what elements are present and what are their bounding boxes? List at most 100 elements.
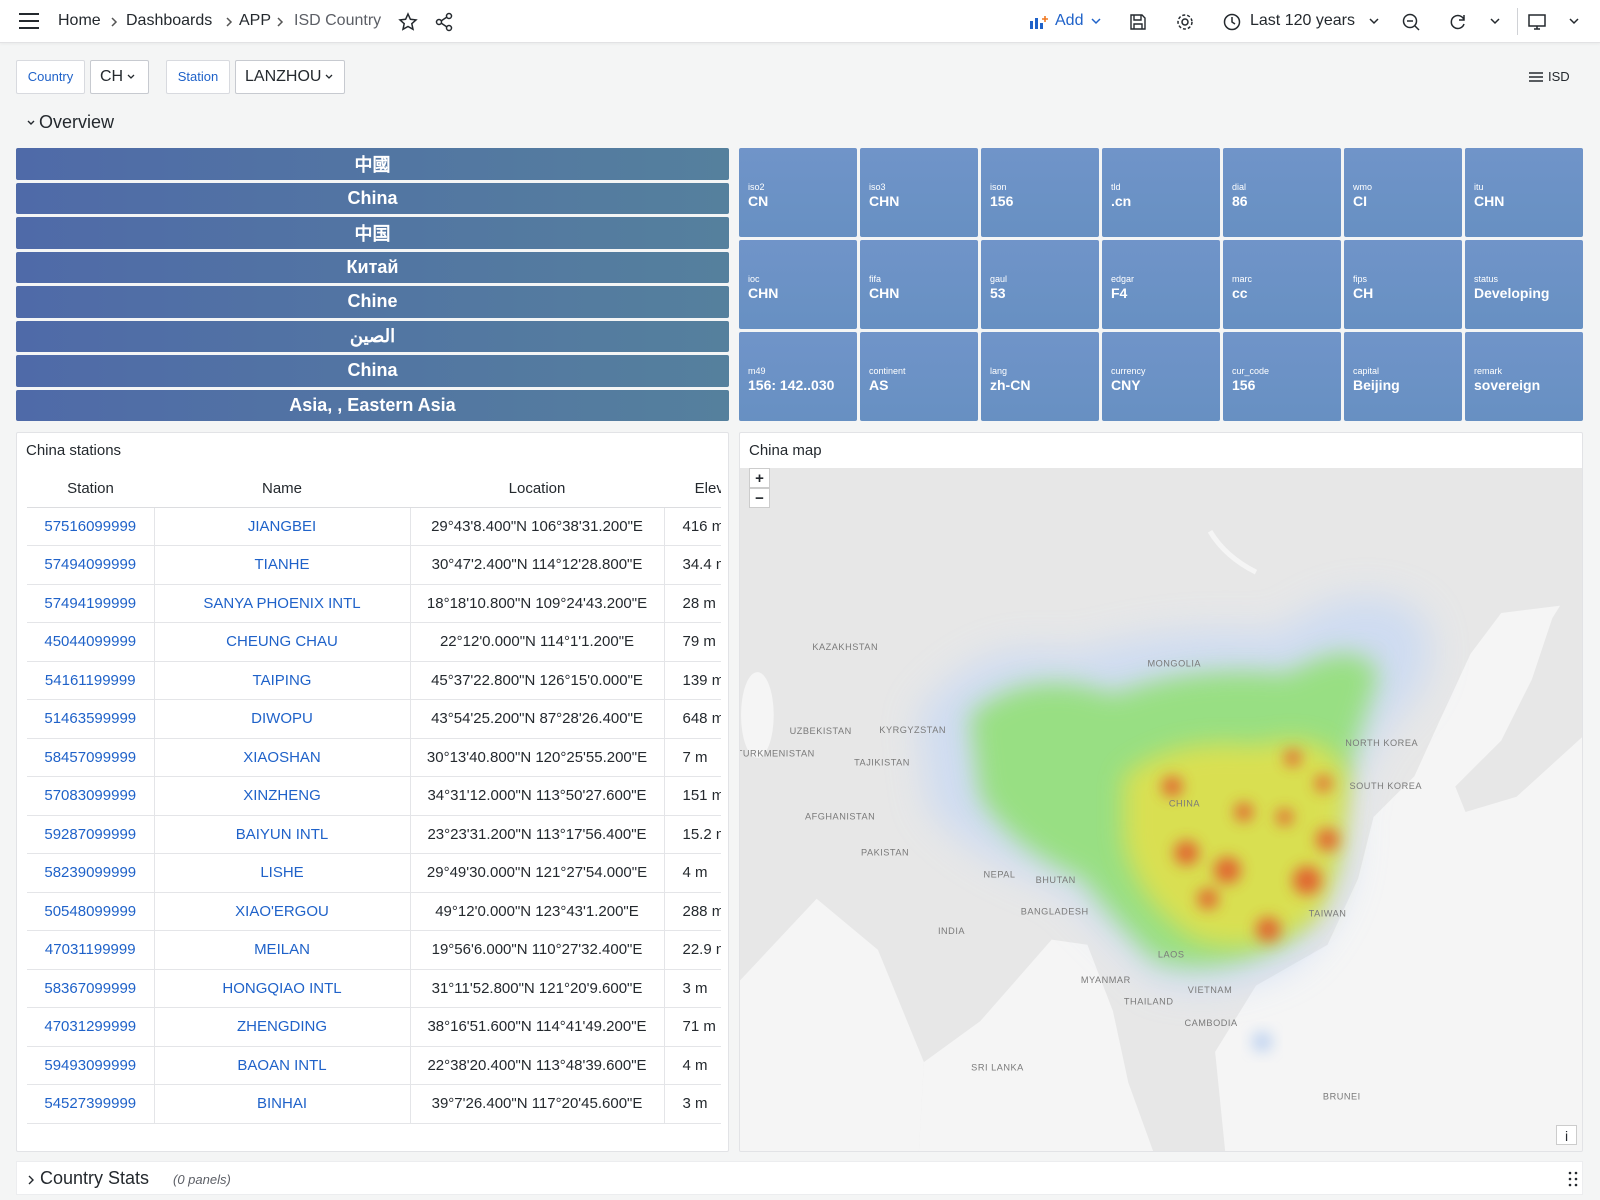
table-row: 58239099999 LISHE 29°49'30.000"N 121°27'54… — [27, 853, 721, 893]
station-id[interactable]: 54161199999 — [27, 661, 155, 700]
add-button[interactable]: Add — [1055, 12, 1084, 29]
japan — [1455, 573, 1582, 813]
tile-label: m49 — [748, 366, 766, 376]
breadcrumb[interactable]: Home — [58, 12, 101, 29]
station-id[interactable]: 47031199999 — [27, 930, 155, 970]
elevation: 71 m — [664, 1007, 721, 1047]
elevation: 416 m — [664, 507, 721, 546]
row-expand-icon[interactable] — [27, 1175, 35, 1185]
tile-label: wmo — [1353, 182, 1373, 192]
tile-value: 156 — [990, 193, 1014, 209]
station-id[interactable]: 59493099999 — [27, 1046, 155, 1085]
map-label: TURKMENISTAN — [740, 748, 815, 758]
panel-title: China map — [749, 442, 822, 459]
elevation: 79 m — [664, 622, 721, 662]
time-range-picker[interactable]: Last 120 years — [1250, 12, 1355, 29]
map[interactable]: KAZAKHSTAN MONGOLIA UZBEKISTAN KYRGYZSTAN TU… — [740, 468, 1582, 1151]
station-name[interactable]: XIAO'ERGOU — [154, 892, 411, 931]
station-id[interactable]: 58239099999 — [27, 853, 155, 893]
tile-label: lang — [990, 366, 1008, 376]
clock-icon[interactable] — [1222, 12, 1242, 32]
location: 22°12'0.000"N 114°1'1.200"E — [410, 622, 665, 662]
station-name[interactable]: SANYA PHOENIX INTL — [154, 584, 411, 623]
tile-label: remark — [1474, 366, 1503, 376]
variable-dropdown[interactable]: CH — [90, 60, 149, 94]
list-icon[interactable] — [1528, 71, 1544, 83]
station-name[interactable]: TIANHE — [154, 545, 411, 585]
station-id[interactable]: 47031299999 — [27, 1007, 155, 1047]
refresh-icon[interactable] — [1448, 12, 1468, 32]
map-label: CAMBODIA — [1184, 1018, 1237, 1028]
station-name[interactable]: CHEUNG CHAU — [154, 622, 411, 662]
tile-value: CHN — [869, 193, 900, 209]
table-row: 58457099999 XIAOSHAN 30°13'40.800"N 120°25… — [27, 738, 721, 777]
location: 39°7'26.400"N 117°20'45.600"E — [410, 1084, 665, 1124]
table-row: 54161199999 TAIPING 45°37'22.800"N 126°15'… — [27, 661, 721, 700]
station-name[interactable]: MEILAN — [154, 930, 411, 970]
menu-icon[interactable] — [18, 12, 40, 30]
location: 30°47'2.400"N 114°12'28.800"E — [410, 545, 665, 585]
map-label: MYANMAR — [1081, 975, 1131, 985]
chevron-down[interactable] — [1490, 17, 1500, 25]
station-name[interactable]: BINHAI — [154, 1084, 411, 1124]
station-id[interactable]: 45044099999 — [27, 622, 155, 662]
tile-label: gaul — [990, 274, 1008, 284]
save-icon[interactable] — [1128, 12, 1148, 32]
station-name[interactable]: LISHE — [154, 853, 411, 893]
row-title[interactable]: Country Stats — [40, 1168, 150, 1188]
map-label: KYRGYZSTAN — [879, 725, 946, 735]
row-collapse-icon[interactable] — [26, 118, 36, 128]
drag-handle[interactable] — [1568, 1171, 1578, 1187]
tile-value: 156 — [1232, 377, 1256, 393]
station-name[interactable]: DIWOPU — [154, 699, 411, 739]
breadcrumb[interactable]: APP — [239, 12, 272, 29]
monitor-icon[interactable] — [1527, 12, 1547, 32]
station-id[interactable]: 54527399999 — [27, 1084, 155, 1124]
settings-icon[interactable] — [1175, 12, 1195, 32]
attribution-button[interactable]: i — [1556, 1125, 1577, 1145]
station-id[interactable]: 57494199999 — [27, 584, 155, 623]
station-id[interactable]: 51463599999 — [27, 699, 155, 739]
code-tile: fifa CHN — [860, 240, 978, 329]
location: 22°38'20.400"N 113°48'39.600"E — [410, 1046, 665, 1085]
station-name[interactable]: BAOAN INTL — [154, 1046, 411, 1085]
station-id[interactable]: 57494099999 — [27, 545, 155, 585]
station-name[interactable]: BAIYUN INTL — [154, 815, 411, 854]
station-name[interactable]: JIANGBEI — [154, 507, 411, 546]
add-icon[interactable] — [1029, 14, 1049, 30]
star-icon[interactable] — [398, 12, 418, 32]
chevron-down[interactable] — [1569, 17, 1579, 25]
zoom-out-button[interactable]: − — [749, 488, 770, 508]
chevron-down[interactable] — [1091, 17, 1101, 25]
variable-dropdown[interactable]: LANZHOU — [235, 60, 345, 94]
station-id[interactable]: 57083099999 — [27, 776, 155, 816]
station-name[interactable]: XIAOSHAN — [154, 738, 411, 777]
share-icon[interactable] — [434, 12, 454, 32]
zoom-in-button[interactable]: + — [749, 468, 770, 488]
station-id[interactable]: 58367099999 — [27, 969, 155, 1008]
dashboard-link[interactable]: ISD — [1548, 69, 1570, 84]
location: 30°13'40.800"N 120°25'55.200"E — [410, 738, 665, 777]
station-name[interactable]: TAIPING — [154, 661, 411, 700]
station-name[interactable]: ZHENGDING — [154, 1007, 411, 1047]
station-id[interactable]: 59287099999 — [27, 815, 155, 854]
station-id[interactable]: 58457099999 — [27, 738, 155, 777]
name-bar: China — [16, 182, 729, 214]
chevron-down[interactable] — [1369, 17, 1379, 25]
breadcrumb[interactable]: Dashboards — [126, 12, 213, 29]
location: 34°31'12.000"N 113°50'27.600"E — [410, 776, 665, 816]
map-panel: China map — [739, 432, 1583, 1152]
station-id[interactable]: 57516099999 — [27, 507, 155, 546]
map-label: SOUTH KOREA — [1350, 781, 1423, 791]
station-name[interactable]: XINZHENG — [154, 776, 411, 816]
code-tile: remark sovereign — [1465, 332, 1583, 421]
station-id[interactable]: 50548099999 — [27, 892, 155, 931]
elevation: 288 m — [664, 892, 721, 931]
tile-label: fips — [1353, 274, 1368, 284]
location: 19°56'6.000"N 110°27'32.400"E — [410, 930, 665, 970]
station-name[interactable]: HONGQIAO INTL — [154, 969, 411, 1008]
zoom-out-icon[interactable] — [1401, 12, 1421, 32]
collapsed-row[interactable]: Country Stats (0 panels) — [16, 1161, 1583, 1195]
row-title[interactable]: Overview — [39, 112, 115, 132]
breadcrumb: ISD Country — [294, 12, 382, 29]
